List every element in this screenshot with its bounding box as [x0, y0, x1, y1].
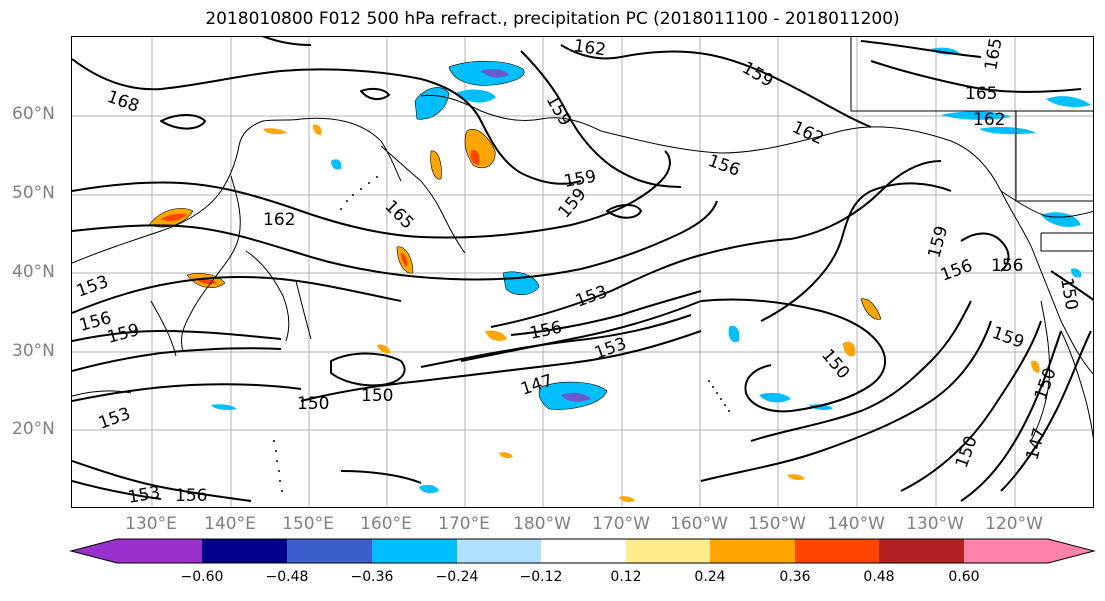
lon-label-160e: 160°E [360, 514, 412, 534]
colorbar-segment [710, 539, 795, 563]
lon-label-170e: 170°E [438, 514, 490, 534]
contour-label: 162 [973, 110, 1005, 130]
colorbar-segment [287, 539, 372, 563]
colorbar-segment [372, 539, 457, 563]
colorbar-tick: −0.48 [265, 569, 309, 585]
lat-label-60n: 60°N [12, 104, 55, 124]
contour-label: 153 [74, 272, 111, 302]
contour-label: 162 [789, 117, 827, 149]
contour-label: 156 [528, 318, 564, 344]
contour-labels: 168 162 159 159 162 165 165 162 156 159 … [74, 37, 1082, 508]
contour-label: 162 [572, 37, 607, 60]
coastlines [72, 37, 1093, 442]
contour-label: 165 [965, 84, 997, 104]
lat-label-30n: 30°N [12, 341, 55, 361]
colorbar-segment [879, 539, 964, 563]
contour-label: 150 [297, 394, 329, 414]
lon-label-150e: 150°E [282, 514, 334, 534]
colorbar-segment [964, 539, 1048, 563]
colorbar-tick: −0.60 [180, 569, 224, 585]
colorbar-tick: −0.12 [519, 569, 563, 585]
colorbar-segment [202, 539, 287, 563]
colorbar-extend-low [71, 539, 117, 563]
lon-label-180w: 180°W [513, 514, 571, 534]
map-title: 2018010800 F012 500 hPa refract., precip… [205, 9, 900, 29]
lon-label-150w: 150°W [748, 514, 806, 534]
contour-label: 165 [380, 196, 417, 233]
lat-label-50n: 50°N [12, 183, 55, 203]
contour-label: 159 [739, 58, 777, 92]
contour-label: 156 [175, 486, 207, 506]
map-area: 168 162 159 159 162 165 165 162 156 159 … [71, 36, 1094, 508]
contour-lines [72, 37, 1093, 502]
contour-label: 156 [991, 256, 1023, 276]
lat-label-40n: 40°N [12, 262, 55, 282]
contour-label: 147 [1023, 426, 1051, 463]
colorbar-tick: −0.24 [435, 569, 479, 585]
lon-label-120w: 120°W [985, 514, 1043, 534]
colorbar-tick: 0.12 [610, 569, 642, 585]
colorbar-segment [117, 539, 202, 563]
lon-label-140e: 140°E [204, 514, 256, 534]
colorbar-tick: −0.36 [350, 569, 394, 585]
colorbar-extend-high [1048, 539, 1094, 563]
graticule [72, 37, 1093, 507]
colorbar-tick: 0.24 [694, 569, 726, 585]
lon-label-130e: 130°E [125, 514, 177, 534]
contour-label: 165 [981, 37, 1006, 72]
contour-label: 159 [542, 92, 576, 130]
colorbar-tick: 0.36 [779, 569, 811, 585]
contour-label: 150 [361, 386, 393, 406]
island-dots [273, 176, 730, 492]
colorbar-segment [457, 539, 541, 563]
contour-label: 159 [555, 184, 591, 222]
contour-label: 150 [952, 433, 982, 470]
precip-positive-anomaly [148, 124, 1040, 502]
contour-label: 162 [263, 210, 295, 230]
lon-label-140w: 140°W [827, 514, 885, 534]
colorbar-tick: 0.48 [863, 569, 895, 585]
colorbar-segment [626, 539, 710, 563]
contour-label: 153 [573, 282, 610, 312]
contour-label: 159 [989, 323, 1026, 353]
colorbar-segment [795, 539, 879, 563]
lon-label-160w: 160°W [670, 514, 728, 534]
contour-label: 153 [126, 483, 161, 508]
contour-label: 153 [96, 404, 133, 434]
lon-label-130w: 130°W [906, 514, 964, 534]
colorbar-segments [71, 539, 1094, 563]
colorbar-tick: 0.60 [948, 569, 980, 585]
contour-label: 159 [562, 167, 597, 192]
contour-label: 168 [104, 87, 141, 117]
colorbar-outline [69, 538, 1096, 564]
contour-label: 156 [705, 151, 742, 181]
lon-label-170w: 170°W [592, 514, 650, 534]
colorbar [69, 538, 1096, 564]
colorbar-segment [541, 539, 626, 563]
map-canvas: 168 162 159 159 162 165 165 162 156 159 … [72, 37, 1093, 508]
contour-label: 159 [925, 224, 953, 261]
lat-label-20n: 20°N [12, 419, 55, 439]
contour-label: 150 [1056, 276, 1081, 311]
